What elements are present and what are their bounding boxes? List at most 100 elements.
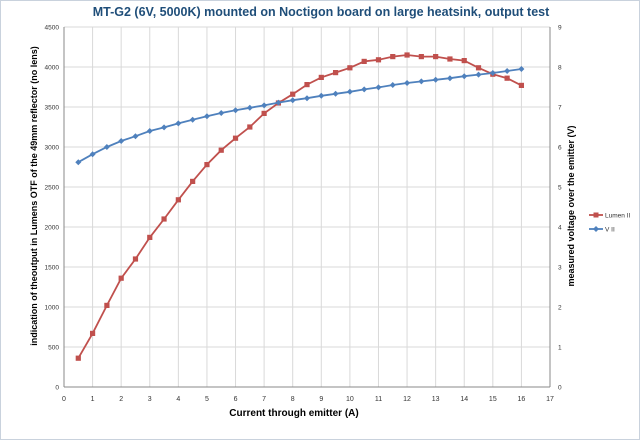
lumen-point — [447, 56, 453, 62]
x-tick-label: 17 — [546, 396, 554, 403]
x-tick-label: 1 — [91, 396, 95, 403]
voltage-point — [446, 75, 453, 82]
legend-marker — [593, 212, 599, 218]
x-tick-label: 2 — [119, 396, 123, 403]
x-tick-label: 12 — [403, 396, 411, 403]
series-group — [75, 52, 525, 361]
lumen-point — [89, 330, 96, 336]
voltage-point — [489, 70, 496, 76]
lumen-point — [475, 65, 482, 71]
tick-labels: 0 1 2 3 4 5 6 7 8 9 10 11 12 13 14 15 16 1705001000150020… — [45, 25, 562, 404]
legend-label: V II — [605, 227, 615, 234]
axes — [63, 27, 551, 388]
lumen-point — [190, 178, 196, 184]
voltage-point — [132, 133, 139, 140]
voltage-point — [232, 107, 239, 114]
voltage-point — [375, 84, 382, 91]
x-tick-label: 8 — [291, 396, 295, 403]
x-tick-label: 14 — [460, 396, 468, 403]
x-tick-label: 5 — [205, 396, 209, 403]
x-tick-label: 16 — [518, 396, 526, 403]
chart-title: MT-G2 (6V, 5000K) mounted on Noctigon bo… — [93, 5, 550, 19]
lumen-point — [261, 110, 267, 116]
voltage-point — [404, 80, 411, 86]
lumen-point — [461, 58, 467, 64]
y2-tick-label: 9 — [558, 25, 562, 32]
lumen-point — [132, 256, 139, 262]
series-line-0 — [77, 54, 522, 359]
voltage-point — [361, 86, 368, 93]
gridlines — [63, 26, 551, 388]
lumen-point — [147, 234, 153, 240]
lumen-point — [204, 162, 210, 168]
legend: Lumen II V II — [589, 212, 630, 234]
voltage-point — [418, 78, 425, 85]
lumen-point — [318, 74, 324, 80]
lumen-point — [175, 197, 181, 203]
y2-tick-label: 8 — [558, 65, 562, 72]
voltage-point — [389, 82, 396, 88]
y-tick-label: 500 — [48, 345, 59, 352]
x-tick-label: 3 — [148, 396, 152, 403]
voltage-point — [75, 159, 82, 166]
voltage-point — [246, 104, 253, 111]
y2-tick-label: 5 — [558, 185, 562, 192]
lumen-point — [118, 275, 124, 281]
lumen-point — [390, 54, 396, 60]
x-tick-label: 10 — [346, 396, 354, 403]
voltage-point — [118, 138, 125, 144]
x-tick-label: 0 — [62, 396, 66, 403]
y-tick-label: 3000 — [45, 145, 60, 152]
y2-axis-label: measured voltage over the emitter (V) — [566, 125, 576, 286]
voltage-point — [432, 76, 439, 83]
voltage-point — [461, 73, 468, 80]
lumen-point — [518, 82, 525, 88]
x-tick-label: 7 — [262, 396, 266, 403]
voltage-point — [203, 113, 210, 120]
lumen-point — [232, 135, 239, 141]
y2-tick-label: 2 — [558, 305, 562, 312]
voltage-point — [275, 99, 282, 106]
lumen-point — [433, 54, 439, 60]
voltage-point — [103, 144, 110, 150]
legend-marker — [593, 226, 599, 232]
lumen-point — [104, 302, 110, 308]
y-tick-label: 3500 — [45, 105, 60, 112]
lumen-point — [361, 58, 367, 64]
voltage-point — [161, 124, 168, 131]
lumen-point — [75, 355, 81, 361]
y-tick-label: 2000 — [45, 225, 60, 232]
x-tick-label: 11 — [375, 396, 382, 403]
x-tick-label: 13 — [432, 396, 440, 403]
x-axis-label: Current through emitter (A) — [229, 408, 358, 419]
y-tick-label: 4500 — [45, 25, 60, 32]
voltage-point — [346, 88, 353, 95]
voltage-point — [304, 95, 310, 102]
voltage-point — [218, 110, 225, 116]
y2-tick-label: 6 — [558, 145, 562, 152]
y2-tick-label: 4 — [558, 225, 562, 232]
voltage-point — [146, 128, 153, 134]
lumen-point — [247, 124, 253, 130]
lumen-point — [290, 91, 296, 97]
x-tick-label: 9 — [319, 396, 323, 403]
y-tick-label: 1500 — [45, 265, 60, 272]
x-tick-label: 4 — [176, 396, 180, 403]
voltage-point — [332, 90, 339, 97]
lumen-point — [418, 54, 424, 60]
y-tick-label: 0 — [55, 385, 59, 392]
voltage-point — [318, 92, 325, 99]
voltage-point — [261, 102, 268, 109]
voltage-point — [175, 120, 182, 127]
series-line-1 — [77, 68, 522, 163]
legend-label: Lumen II — [605, 213, 630, 220]
lumen-point — [375, 57, 382, 63]
voltage-point — [289, 97, 296, 104]
lumen-point — [161, 216, 167, 222]
lumen-point — [404, 52, 410, 58]
voltage-point — [504, 68, 511, 74]
voltage-point — [89, 151, 96, 158]
x-tick-label: 6 — [234, 396, 238, 403]
y-axis-label: indication of theoutput in Lumens OTF of… — [29, 46, 39, 346]
